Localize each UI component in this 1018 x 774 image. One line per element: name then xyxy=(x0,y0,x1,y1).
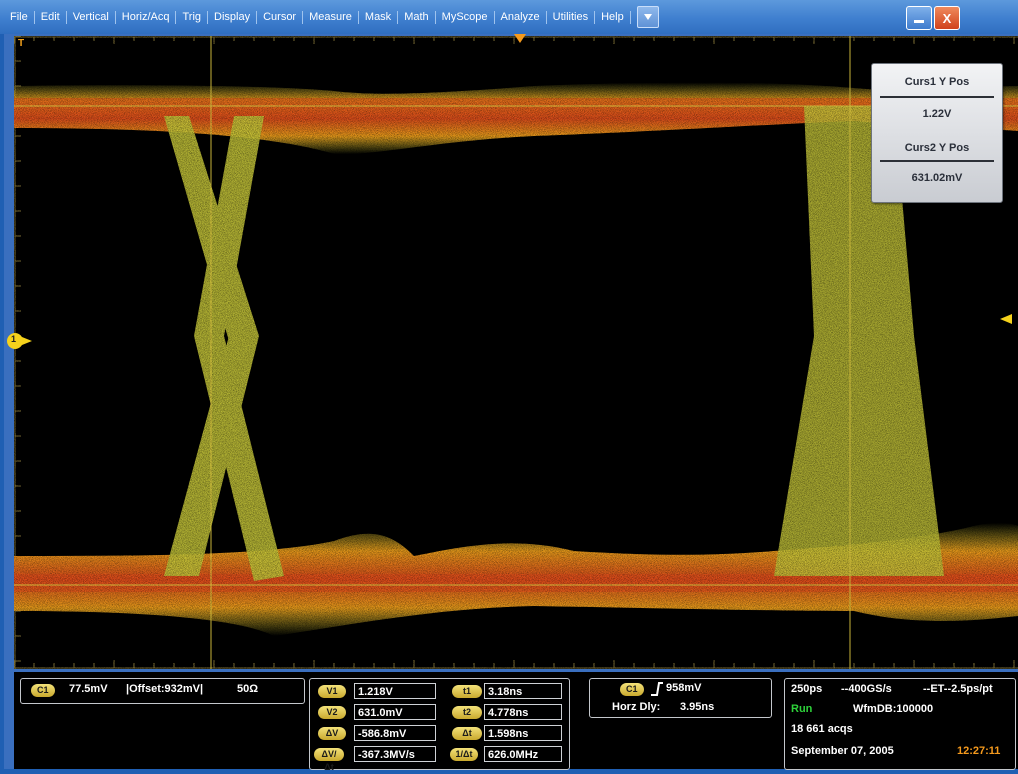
t2-value: 4.778ns xyxy=(484,704,562,720)
menu-horiz-acq[interactable]: Horiz/Acq xyxy=(116,10,177,24)
divider xyxy=(880,160,994,162)
menu-vertical[interactable]: Vertical xyxy=(67,10,116,24)
delta-t-value: 1.598ns xyxy=(484,725,562,741)
waveform-display[interactable]: T Curs1 Y Pos 1.22V Curs2 Y Pos 631.02mV xyxy=(14,36,1018,669)
channel-badge: C1 xyxy=(31,684,55,697)
channel-offset: |Offset:932mV| xyxy=(126,683,204,695)
delta-v-value: -586.8mV xyxy=(354,725,436,741)
rising-edge-icon xyxy=(651,682,663,696)
trigger-settings-box[interactable]: C1 958mV Horz Dly: 3.95ns xyxy=(589,678,772,718)
readout-area: C1 77.5mV |Offset:932mV| 50Ω V1 1.218V t… xyxy=(14,672,1018,772)
channel-marker-icon xyxy=(7,333,32,349)
run-state: Run xyxy=(791,703,813,715)
trigger-level-marker: T xyxy=(18,38,24,49)
minimize-button[interactable] xyxy=(906,6,932,30)
close-icon: X xyxy=(942,10,952,26)
inverse-delta-t-value: 626.0MHz xyxy=(484,746,562,762)
acq-mode: --ET--2.5ps/pt xyxy=(923,683,993,695)
trigger-source-badge: C1 xyxy=(620,683,644,696)
close-button[interactable]: X xyxy=(934,6,960,30)
trigger-level: 958mV xyxy=(666,682,702,694)
waveform-db: WfmDB:100000 xyxy=(853,703,934,715)
eye-diagram: T xyxy=(14,36,1018,669)
delta-t-badge: Δt xyxy=(452,727,482,740)
v2-value: 631.0mV xyxy=(354,704,436,720)
curs1-label: Curs1 Y Pos xyxy=(904,76,970,88)
menu-math[interactable]: Math xyxy=(398,10,436,24)
menu-edit[interactable]: Edit xyxy=(35,10,67,24)
curs1-value: 1.22V xyxy=(922,108,952,120)
channel-scale: 77.5mV xyxy=(69,683,108,695)
channel1-marker[interactable]: 1 xyxy=(6,330,32,352)
menu-analyze[interactable]: Analyze xyxy=(495,10,547,24)
t1-badge: t1 xyxy=(452,685,482,698)
curs2-label: Curs2 Y Pos xyxy=(904,142,970,154)
v2-badge: V2 xyxy=(318,706,346,719)
channel-impedance: 50Ω xyxy=(237,683,259,695)
sample-rate: --400GS/s xyxy=(841,683,892,695)
acquisition-box[interactable]: 250ps --400GS/s --ET--2.5ps/pt Run WfmDB… xyxy=(784,678,1016,770)
curs2-value: 631.02mV xyxy=(911,172,963,184)
menu-overflow-button[interactable] xyxy=(636,6,659,28)
menu-myscope[interactable]: MyScope xyxy=(436,10,495,24)
trigger-position-icon[interactable] xyxy=(514,34,526,44)
t2-badge: t2 xyxy=(452,706,482,719)
menu-file[interactable]: File xyxy=(4,10,35,24)
channel-settings-box[interactable]: C1 77.5mV |Offset:932mV| 50Ω xyxy=(20,678,305,704)
horz-delay-value: 3.95ns xyxy=(680,701,715,713)
channel-marker-label: 1 xyxy=(11,334,17,344)
slope-badge: ΔV/Δt xyxy=(314,748,344,772)
slope-value: -367.3MV/s xyxy=(354,746,436,762)
t1-value: 3.18ns xyxy=(484,683,562,699)
inverse-delta-t-badge: 1/Δt xyxy=(450,748,478,761)
menu-bar: File Edit Vertical Horiz/Acq Trig Displa… xyxy=(0,0,1018,34)
minimize-icon xyxy=(914,20,924,23)
clock-time: 12:27:11 xyxy=(957,745,1001,757)
menu-mask[interactable]: Mask xyxy=(359,10,399,24)
cursor-position-panel[interactable]: Curs1 Y Pos 1.22V Curs2 Y Pos 631.02mV xyxy=(871,63,1003,203)
acq-count: 18 661 acqs xyxy=(791,723,853,735)
v1-badge: V1 xyxy=(318,685,346,698)
menu-list: File Edit Vertical Horiz/Acq Trig Displa… xyxy=(4,0,659,34)
divider xyxy=(880,96,994,98)
v1-value: 1.218V xyxy=(354,683,436,699)
menu-help[interactable]: Help xyxy=(595,10,631,24)
horz-delay-label: Horz Dly: xyxy=(612,701,661,713)
menu-cursor[interactable]: Cursor xyxy=(257,10,304,24)
chevron-down-icon xyxy=(643,14,652,20)
menu-trig[interactable]: Trig xyxy=(176,10,209,24)
menu-utilities[interactable]: Utilities xyxy=(547,10,596,24)
cursor-lines xyxy=(14,36,1018,669)
menu-display[interactable]: Display xyxy=(208,10,258,24)
trigger-level-arrow-icon xyxy=(1000,314,1012,324)
timebase: 250ps xyxy=(791,683,823,695)
menu-measure[interactable]: Measure xyxy=(303,10,359,24)
cursor-readout-box[interactable]: V1 1.218V t1 3.18ns V2 631.0mV t2 4.778n… xyxy=(309,678,570,772)
delta-v-badge: ΔV xyxy=(318,727,346,740)
date: September 07, 2005 xyxy=(791,745,894,757)
